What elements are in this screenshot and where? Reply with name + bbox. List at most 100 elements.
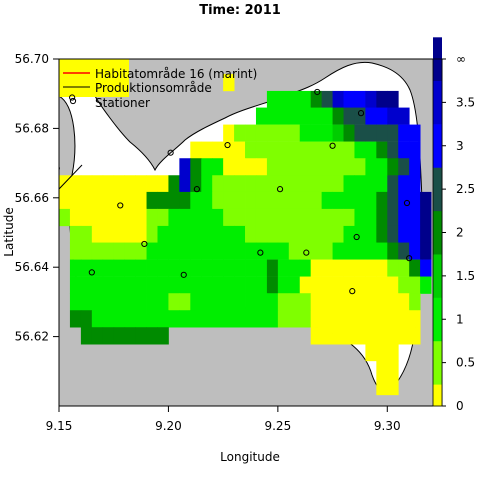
heatmap-cell: [168, 191, 180, 210]
heatmap-cell: [212, 310, 224, 328]
heatmap-cell: [376, 107, 388, 125]
heatmap-cell: [365, 343, 377, 362]
station-marker: [406, 255, 413, 262]
legend-swatch-stations: [69, 97, 77, 105]
heatmap-cell: [376, 327, 388, 345]
heatmap-cell: [157, 327, 169, 345]
heatmap-cell: [135, 310, 147, 328]
heatmap-cell: [223, 124, 235, 142]
heatmap-cell: [113, 310, 126, 328]
heatmap-cells: [59, 73, 432, 396]
station-marker: [180, 271, 187, 278]
heatmap-cell: [113, 225, 126, 244]
heatmap-cell: [266, 175, 279, 193]
heatmap-cell: [310, 175, 323, 193]
heatmap-cell: [223, 208, 235, 227]
heatmap-cell: [245, 124, 257, 142]
heatmap-cell: [288, 191, 301, 210]
heatmap-cell: [288, 259, 301, 277]
station-marker: [193, 186, 200, 193]
heatmap-cell: [376, 377, 388, 396]
heatmap-cell: [332, 225, 344, 244]
station-marker: [167, 149, 174, 156]
station-marker: [88, 269, 95, 276]
heatmap-cell: [255, 276, 268, 294]
heatmap-cell: [321, 242, 333, 260]
x-tick-label: 9.15: [46, 419, 73, 433]
heatmap-cell: [223, 310, 235, 328]
heatmap-cell: [343, 141, 355, 159]
heatmap-cell: [354, 259, 366, 277]
heatmap-cell: [255, 107, 268, 125]
heatmap-cell: [343, 158, 355, 176]
heatmap-cell: [135, 259, 147, 277]
heatmap-cell: [288, 310, 301, 328]
heatmap-cell: [91, 276, 104, 294]
heatmap-cell: [409, 208, 421, 227]
heatmap-cell: [343, 276, 355, 294]
heatmap-cell: [398, 310, 410, 328]
heatmap-cell: [146, 293, 158, 311]
heatmap-cell: [376, 225, 388, 244]
heatmap-cell: [146, 259, 158, 277]
heatmap-cell: [365, 191, 377, 210]
heatmap-cell: [168, 208, 180, 227]
heatmap-cell: [212, 141, 224, 159]
heatmap-cell: [365, 141, 377, 159]
heatmap-cell: [234, 293, 246, 311]
heatmap-cell: [277, 242, 290, 260]
heatmap-cell: [113, 208, 126, 227]
heatmap-cell: [102, 310, 115, 328]
heatmap-cell: [113, 276, 126, 294]
heatmap-cell: [310, 259, 323, 277]
heatmap-cell: [376, 90, 388, 109]
heatmap-cell: [212, 276, 224, 294]
heatmap-cell: [332, 276, 344, 294]
heatmap-cell: [387, 158, 399, 176]
heatmap-cell: [190, 175, 202, 193]
heatmap-cell: [332, 158, 344, 176]
heatmap-cell: [343, 175, 355, 193]
heatmap-cell: [310, 293, 323, 311]
heatmap-cell: [179, 242, 191, 260]
heatmap-cell: [157, 276, 169, 294]
heatmap-cell: [157, 225, 169, 244]
station-marker: [117, 202, 124, 209]
heatmap-cell: [124, 327, 136, 345]
heatmap-cell: [310, 242, 323, 260]
heatmap-cell: [201, 310, 213, 328]
heatmap-cell: [190, 310, 202, 328]
heatmap-cell: [124, 310, 136, 328]
heatmap-cell: [376, 242, 388, 260]
heatmap-cell: [179, 259, 191, 277]
colorbar-tick-label: ∞: [456, 52, 466, 66]
heatmap-cell: [288, 293, 301, 311]
heatmap-cell: [245, 276, 257, 294]
heatmap-cell: [409, 259, 421, 277]
heatmap-cell: [135, 191, 147, 210]
heatmap-cell: [376, 124, 388, 142]
heatmap-cell: [321, 293, 333, 311]
heatmap-cell: [80, 327, 93, 345]
heatmap-cell: [201, 225, 213, 244]
heatmap-cell: [146, 327, 158, 345]
heatmap-cell: [398, 191, 410, 210]
heatmap-cell: [277, 259, 290, 277]
heatmap-cell: [409, 327, 421, 345]
heatmap-cell: [354, 242, 366, 260]
heatmap-cell: [146, 242, 158, 260]
heatmap-cell: [321, 327, 333, 345]
heatmap-cell: [376, 191, 388, 210]
heatmap-cell: [299, 242, 312, 260]
heatmap-cell: [201, 158, 213, 176]
heatmap-cell: [234, 191, 246, 210]
x-axis: 9.15 9.20 9.25 9.30: [46, 406, 401, 433]
heatmap-cell: [354, 327, 366, 345]
heatmap-cell: [69, 191, 82, 210]
production-area-line: [58, 164, 83, 190]
legend: Habitatområde 16 (marint) Produktionsomr…: [63, 67, 257, 110]
heatmap-cell: [245, 175, 257, 193]
heatmap-cell: [168, 259, 180, 277]
y-tick-label: 56.68: [15, 121, 49, 135]
heatmap-cell: [277, 225, 290, 244]
